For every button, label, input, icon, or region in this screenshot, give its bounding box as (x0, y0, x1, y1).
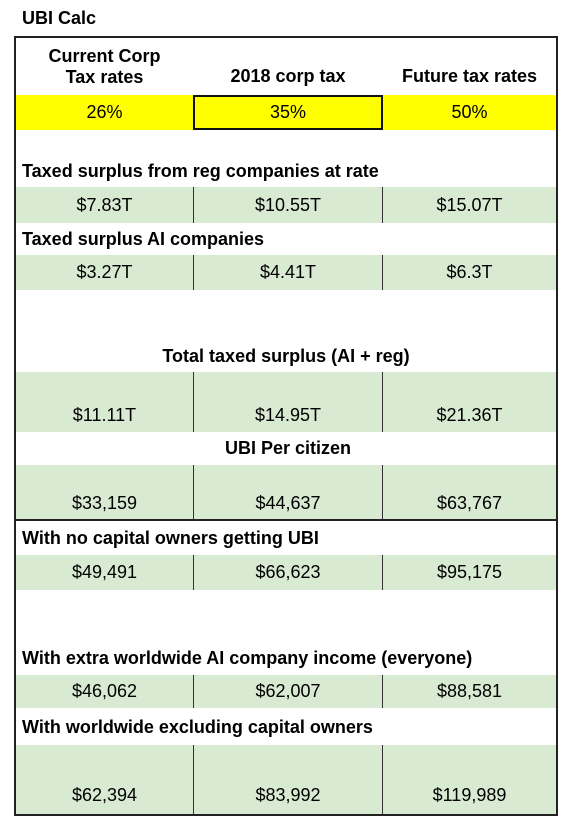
header-cell: Current Corp Tax rates (48, 45, 161, 87)
value-cell: $21.36T (436, 405, 503, 425)
row-label: With extra worldwide AI company income (… (22, 647, 473, 668)
value-cell: $88,581 (436, 681, 503, 701)
value-row (16, 745, 556, 814)
value-cell: $66,623 (193, 555, 383, 590)
rate-cell: 50% (451, 102, 488, 122)
value-cell: $14.95T (193, 372, 383, 432)
sheet-title: UBI Calc (22, 8, 97, 28)
rate-cell: 35% (193, 95, 383, 130)
value-row (16, 465, 556, 520)
value-row (16, 675, 556, 708)
value-cell: $33,159 (71, 493, 138, 513)
value-cell: $46,062 (71, 681, 138, 701)
value-cell: $95,175 (436, 562, 503, 582)
table-frame (14, 36, 558, 816)
value-cell: $83,992 (193, 745, 383, 814)
value-cell: $15.07T (436, 194, 503, 215)
divider (16, 519, 556, 521)
value-cell: $6.3T (446, 262, 493, 282)
value-cell: $62,394 (71, 785, 138, 805)
value-cell: $10.55T (193, 187, 383, 223)
row-label: Total taxed surplus (AI + reg) (162, 345, 410, 366)
value-cell: $63,767 (436, 493, 503, 513)
value-cell: $7.83T (76, 194, 133, 215)
header-cell: Future tax rates (401, 66, 538, 86)
rate-row (16, 95, 556, 130)
value-cell: $44,637 (193, 465, 383, 520)
row-label: Taxed surplus from reg companies at rate (22, 160, 379, 181)
value-cell: $4.41T (193, 255, 383, 290)
value-cell: $49,491 (71, 562, 138, 582)
value-row (16, 255, 556, 290)
row-label: With no capital owners getting UBI (22, 527, 319, 548)
row-label: With worldwide excluding capital owners (22, 717, 373, 737)
value-cell: $62,007 (193, 675, 383, 708)
value-row (16, 555, 556, 590)
rate-cell: 26% (86, 102, 123, 122)
value-row (16, 187, 556, 223)
row-label: UBI Per citizen (224, 438, 352, 458)
value-row (16, 372, 556, 432)
value-cell: $119,989 (432, 785, 507, 805)
header-cell: 2018 corp tax (230, 66, 346, 86)
value-cell: $11.11T (72, 405, 137, 425)
value-cell: $3.27T (76, 262, 133, 282)
row-label: Taxed surplus AI companies (22, 228, 265, 249)
